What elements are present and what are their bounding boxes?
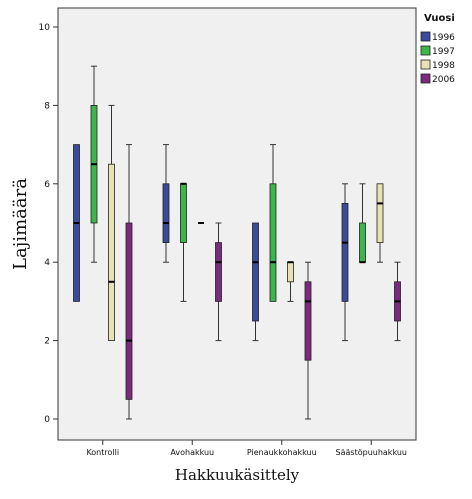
x-axis: Kontrolli Avohakkuu Pienaukkohakkuu Säästöp…: [86, 440, 407, 457]
box-body: [125, 222, 133, 400]
y-tick-label: 2: [44, 337, 50, 347]
x-category-label: Pienaukkohakkuu: [247, 448, 317, 457]
x-category-label: Avohakkuu: [170, 448, 214, 457]
legend: Vuosi 1996 1997 1998 2006: [420, 13, 455, 85]
legend-label-1998: 1998: [432, 61, 455, 71]
box-1998-3: [376, 183, 384, 263]
x-category-label: Säästöpuuhakkuu: [336, 448, 407, 457]
box-body: [287, 261, 294, 283]
box-body: [215, 242, 222, 302]
y-tick-label: 6: [44, 180, 50, 190]
legend-label-2006: 2006: [432, 75, 455, 85]
box-1998-2: [287, 261, 294, 302]
box-1996-2: [252, 222, 259, 342]
plot-area: [57, 7, 417, 441]
y-tick-label: 0: [44, 415, 50, 425]
box-1997-1: [180, 182, 187, 302]
boxes-layer: [73, 65, 401, 420]
box-1996-1: [162, 144, 170, 263]
legend-swatch-2006: [420, 73, 431, 84]
legend-title: Vuosi: [424, 13, 455, 24]
box-body: [252, 222, 259, 322]
box-body: [341, 202, 349, 302]
box-1996-0: [73, 144, 80, 302]
box-body: [180, 183, 187, 244]
box-body: [359, 222, 366, 263]
legend-label-1997: 1997: [432, 47, 455, 57]
box-body: [162, 183, 170, 244]
box-2006-1: [215, 222, 222, 342]
box-2006-2: [304, 261, 312, 420]
box-1997-2: [269, 144, 277, 302]
box-1998-0: [108, 104, 115, 341]
box-1997-0: [90, 65, 98, 263]
y-axis: 0 2 4 6 8 10: [39, 23, 58, 425]
legend-swatch-1997: [420, 45, 431, 56]
box-1997-3: [359, 183, 366, 264]
legend-swatch-1996: [420, 31, 431, 42]
y-tick-label: 10: [39, 23, 51, 33]
box-body: [304, 281, 312, 361]
box-body: [376, 183, 384, 244]
box-body: [269, 183, 277, 302]
legend-swatch-1998: [420, 59, 431, 70]
y-tick-label: 8: [44, 101, 50, 111]
box-2006-0: [125, 144, 133, 420]
legend-label-1996: 1996: [432, 33, 455, 43]
box-body: [108, 163, 115, 341]
box-2006-3: [394, 261, 401, 342]
y-tick-label: 4: [44, 258, 50, 268]
y-axis-title: Lajimäärä: [10, 178, 31, 270]
x-axis-title: Hakkuukäsittely: [175, 466, 300, 484]
x-category-label: Kontrolli: [86, 448, 119, 457]
box-1996-3: [341, 183, 349, 342]
